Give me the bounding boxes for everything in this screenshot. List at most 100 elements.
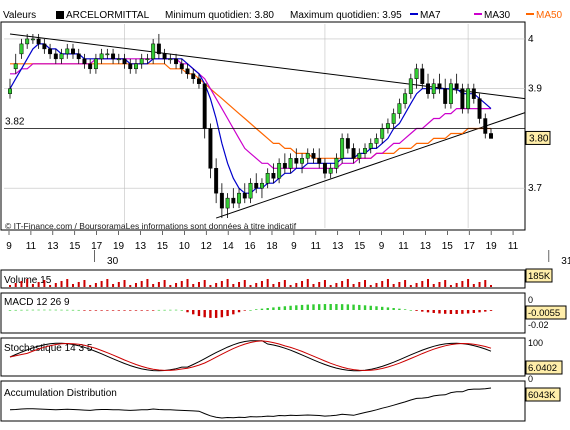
volume-bar-42 xyxy=(249,285,252,287)
macd-bar-56 xyxy=(329,304,332,310)
macd-bar-80 xyxy=(466,310,470,314)
candle-73 xyxy=(426,73,430,99)
macd-bar-66 xyxy=(386,307,390,310)
candle-29 xyxy=(174,53,179,69)
candle-body-39 xyxy=(231,197,236,204)
macd-bar-7 xyxy=(48,309,52,311)
volume-bar-62 xyxy=(364,280,367,287)
candle-41 xyxy=(242,183,247,204)
volume-bar-7 xyxy=(49,285,52,287)
candle-21 xyxy=(128,58,133,74)
candle-body-51 xyxy=(300,158,305,164)
volume-bar-81 xyxy=(472,284,475,287)
candle-body-50 xyxy=(294,158,299,164)
volume-bar-17 xyxy=(106,279,109,287)
candle-79 xyxy=(460,83,465,114)
candle-body-45 xyxy=(265,173,270,184)
candle-32 xyxy=(191,68,196,84)
candle-body-64 xyxy=(374,138,379,144)
volume-bar-4 xyxy=(31,284,34,287)
candle-body-5 xyxy=(36,38,41,45)
stoch-value: 6.0402 xyxy=(528,363,557,374)
x-tick-label-3: 15 xyxy=(69,241,81,252)
candle-11 xyxy=(71,43,75,59)
stochastic-d-line xyxy=(9,340,492,372)
macd-value: -0.0055 xyxy=(528,308,560,319)
volume-bar-27 xyxy=(163,280,166,287)
candle-body-67 xyxy=(391,113,396,124)
candle-body-37 xyxy=(219,192,224,209)
macd-bar-83 xyxy=(484,310,487,312)
volume-bar-13 xyxy=(83,280,86,287)
x-tick-label-7: 15 xyxy=(157,241,169,252)
macd-bar-69 xyxy=(403,309,407,310)
x-tick-label-0: 9 xyxy=(6,241,12,252)
candle-body-14 xyxy=(88,63,93,70)
x-date-label-0: 30 xyxy=(107,256,119,267)
candle-body-83 xyxy=(483,118,488,134)
volume-bar-43 xyxy=(255,283,258,287)
candle-26 xyxy=(156,33,161,59)
volume-bar-75 xyxy=(438,282,441,287)
volume-bar-50 xyxy=(295,283,298,287)
candle-82 xyxy=(477,93,482,124)
trendline-1 xyxy=(215,112,526,219)
candle-59 xyxy=(345,133,350,154)
macd-bar-34 xyxy=(203,310,206,318)
candle-31 xyxy=(185,63,190,79)
volume-bar-76 xyxy=(444,280,447,287)
candle-body-69 xyxy=(403,93,408,104)
volume-bar-35 xyxy=(209,285,212,287)
candle-body-47 xyxy=(277,163,282,179)
candle-body-20 xyxy=(122,58,127,65)
volume-bar-69 xyxy=(404,280,407,287)
candle-body-0 xyxy=(8,88,12,94)
candle-24 xyxy=(145,53,150,64)
volume-bar-36 xyxy=(215,283,218,287)
candle-body-29 xyxy=(174,58,179,65)
candle-body-60 xyxy=(351,148,356,159)
x-tick-label-10: 14 xyxy=(223,241,235,252)
macd-bar-37 xyxy=(220,310,224,318)
candle-body-35 xyxy=(208,128,213,169)
volume-bar-31 xyxy=(186,279,189,287)
macd-value-tag xyxy=(525,305,567,320)
candle-48 xyxy=(282,153,287,174)
candle-body-65 xyxy=(380,128,385,139)
candle-23 xyxy=(139,53,144,69)
candle-body-77 xyxy=(448,83,453,104)
volume-bar-1 xyxy=(14,283,17,287)
stochastic-title: Stochastique 14 3 5 xyxy=(4,343,93,354)
candle-body-16 xyxy=(99,53,104,60)
accumulation-distribution-line xyxy=(9,387,492,419)
candle-body-44 xyxy=(259,182,264,189)
macd-bar-40 xyxy=(237,310,241,313)
macd-bar-4 xyxy=(31,309,35,311)
candle-53 xyxy=(311,148,316,164)
candle-16 xyxy=(99,48,104,64)
x-tick-label-5: 19 xyxy=(113,241,125,252)
candle-38 xyxy=(225,193,230,219)
volume-bar-64 xyxy=(375,283,378,287)
macd-bar-35 xyxy=(209,310,212,318)
price-y-tick-1: 3.9 xyxy=(528,84,542,95)
accumulation-panel xyxy=(0,380,526,422)
volume-bar-19 xyxy=(117,282,120,287)
macd-bar-60 xyxy=(352,304,355,310)
candle-body-32 xyxy=(191,73,196,79)
candle-body-11 xyxy=(71,48,75,55)
candle-body-41 xyxy=(242,192,247,199)
candle-body-76 xyxy=(443,88,448,104)
candle-68 xyxy=(397,98,402,119)
candle-body-63 xyxy=(368,143,373,149)
candle-body-78 xyxy=(454,83,459,89)
macd-bar-75 xyxy=(438,310,441,314)
candle-body-6 xyxy=(42,43,47,50)
candle-36 xyxy=(214,158,219,204)
volume-bar-70 xyxy=(409,285,412,287)
macd-bar-49 xyxy=(289,305,292,310)
macd-bar-68 xyxy=(398,308,401,310)
volume-bar-63 xyxy=(369,285,372,287)
macd-bar-79 xyxy=(461,310,464,314)
